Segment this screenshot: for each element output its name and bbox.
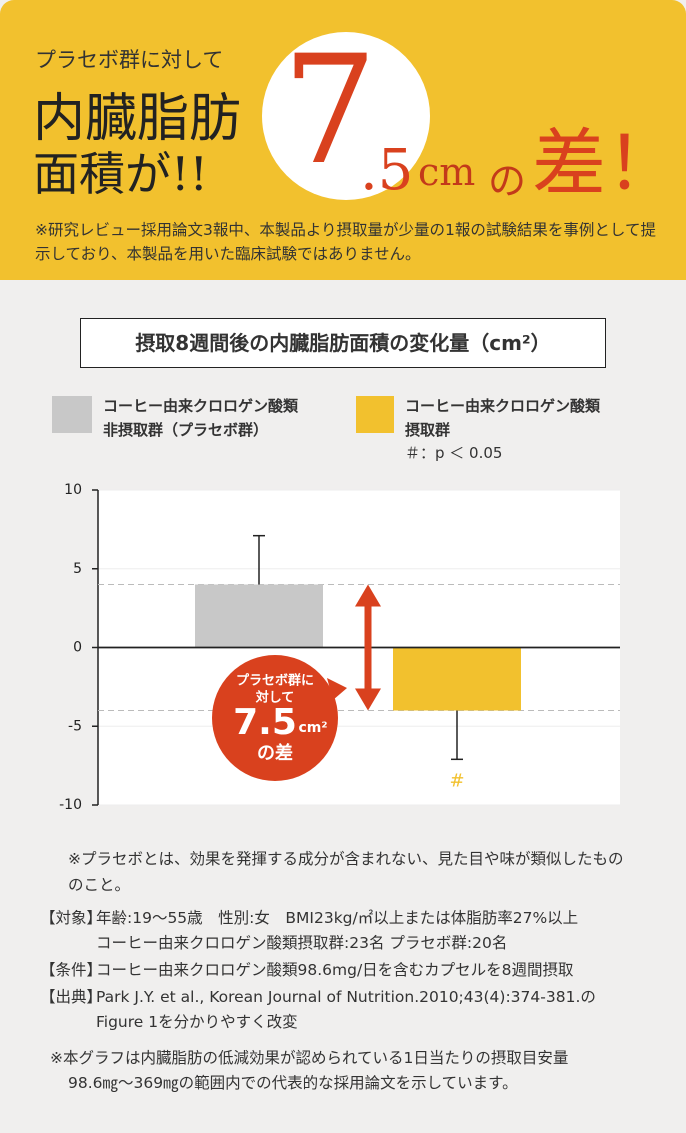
y-tick-label: 5 xyxy=(73,561,82,577)
placebo-note: ※プラセボとは、効果を発揮する成分が含まれない、見た目や味が類似したもののこと。 xyxy=(68,850,624,894)
bar xyxy=(393,647,521,711)
unit: cm xyxy=(418,150,476,194)
y-tick-label: -5 xyxy=(68,718,82,734)
badge xyxy=(212,655,338,781)
banner-note: ※研究レビュー採用論文3報中、本製品より摂取量が少量の1報の試験結果を事例として… xyxy=(35,221,656,263)
condition-text: コーヒー由来クロロゲン酸類摂取群:23名 プラセボ群:20名 xyxy=(96,934,508,952)
decimal: .5 xyxy=(360,138,414,203)
badge-text: 対して xyxy=(255,690,295,706)
big-digit: 7 xyxy=(282,24,378,198)
headline: 内臓脂肪 xyxy=(33,89,242,149)
condition-label: 【条件】 xyxy=(40,961,103,979)
particle: の xyxy=(488,159,527,203)
condition-text: コーヒー由来クロロゲン酸類98.6mg/日を含むカプセルを8週間摂取 xyxy=(96,961,574,979)
lead: プラセボ群に対して xyxy=(35,48,224,72)
significance-marker: # xyxy=(449,770,464,791)
highlight-circle xyxy=(262,32,430,200)
badge-unit: cm² xyxy=(298,720,327,736)
significance-note: ＃：p ＜ 0.05 xyxy=(405,444,503,462)
footer-note: ※本グラフは内臓脂肪の低減効果が認められている1日当たりの摂取目安量 xyxy=(50,1049,569,1067)
headline-word: 差！ xyxy=(532,121,680,207)
headline: 面積が!! xyxy=(33,147,208,201)
arrow-head xyxy=(355,688,381,711)
y-tick-label: -10 xyxy=(59,797,82,813)
condition-row: 【対象】 年齢:19～55歳 性別:女 BMI23kg/㎡以上または体脂肪率27%… xyxy=(40,906,578,956)
badge-value: 7.5 xyxy=(233,702,297,743)
badge-text: の差 xyxy=(257,742,293,764)
badge-text: プラセボ群に xyxy=(236,673,314,689)
legend-swatch xyxy=(52,396,92,433)
bar xyxy=(195,584,323,648)
footer-note: 98.6㎎～369㎎の範囲内での代表的な採用論文を示しています。 xyxy=(68,1074,518,1092)
condition-label: 【出典】 xyxy=(40,988,103,1006)
condition-text: Figure 1を分かりやすく改変 xyxy=(96,1013,298,1031)
legend-label: コーヒー由来クロロゲン酸類非摂取群（プラセボ群） xyxy=(103,397,299,439)
legend-label: コーヒー由来クロロゲン酸類摂取群 xyxy=(405,397,601,439)
condition-label: 【対象】 xyxy=(40,909,103,927)
y-tick-label: 0 xyxy=(73,640,82,656)
legend-swatch xyxy=(356,396,394,433)
condition-row: 【出典】 Park J.Y. et al., Korean Journal of … xyxy=(40,985,596,1035)
condition-text: Park J.Y. et al., Korean Journal of Nutr… xyxy=(96,988,596,1006)
condition-text: 年齢:19～55歳 性別:女 BMI23kg/㎡以上または体脂肪率27%以上 xyxy=(96,909,579,927)
chart-title: 摂取8週間後の内臓脂肪面積の変化量（cm²） xyxy=(80,318,606,368)
condition-row: 【条件】 コーヒー由来クロロゲン酸類98.6mg/日を含むカプセルを8週間摂取 xyxy=(40,958,574,983)
y-tick-label: 10 xyxy=(64,482,82,498)
arrow-head xyxy=(355,584,381,607)
